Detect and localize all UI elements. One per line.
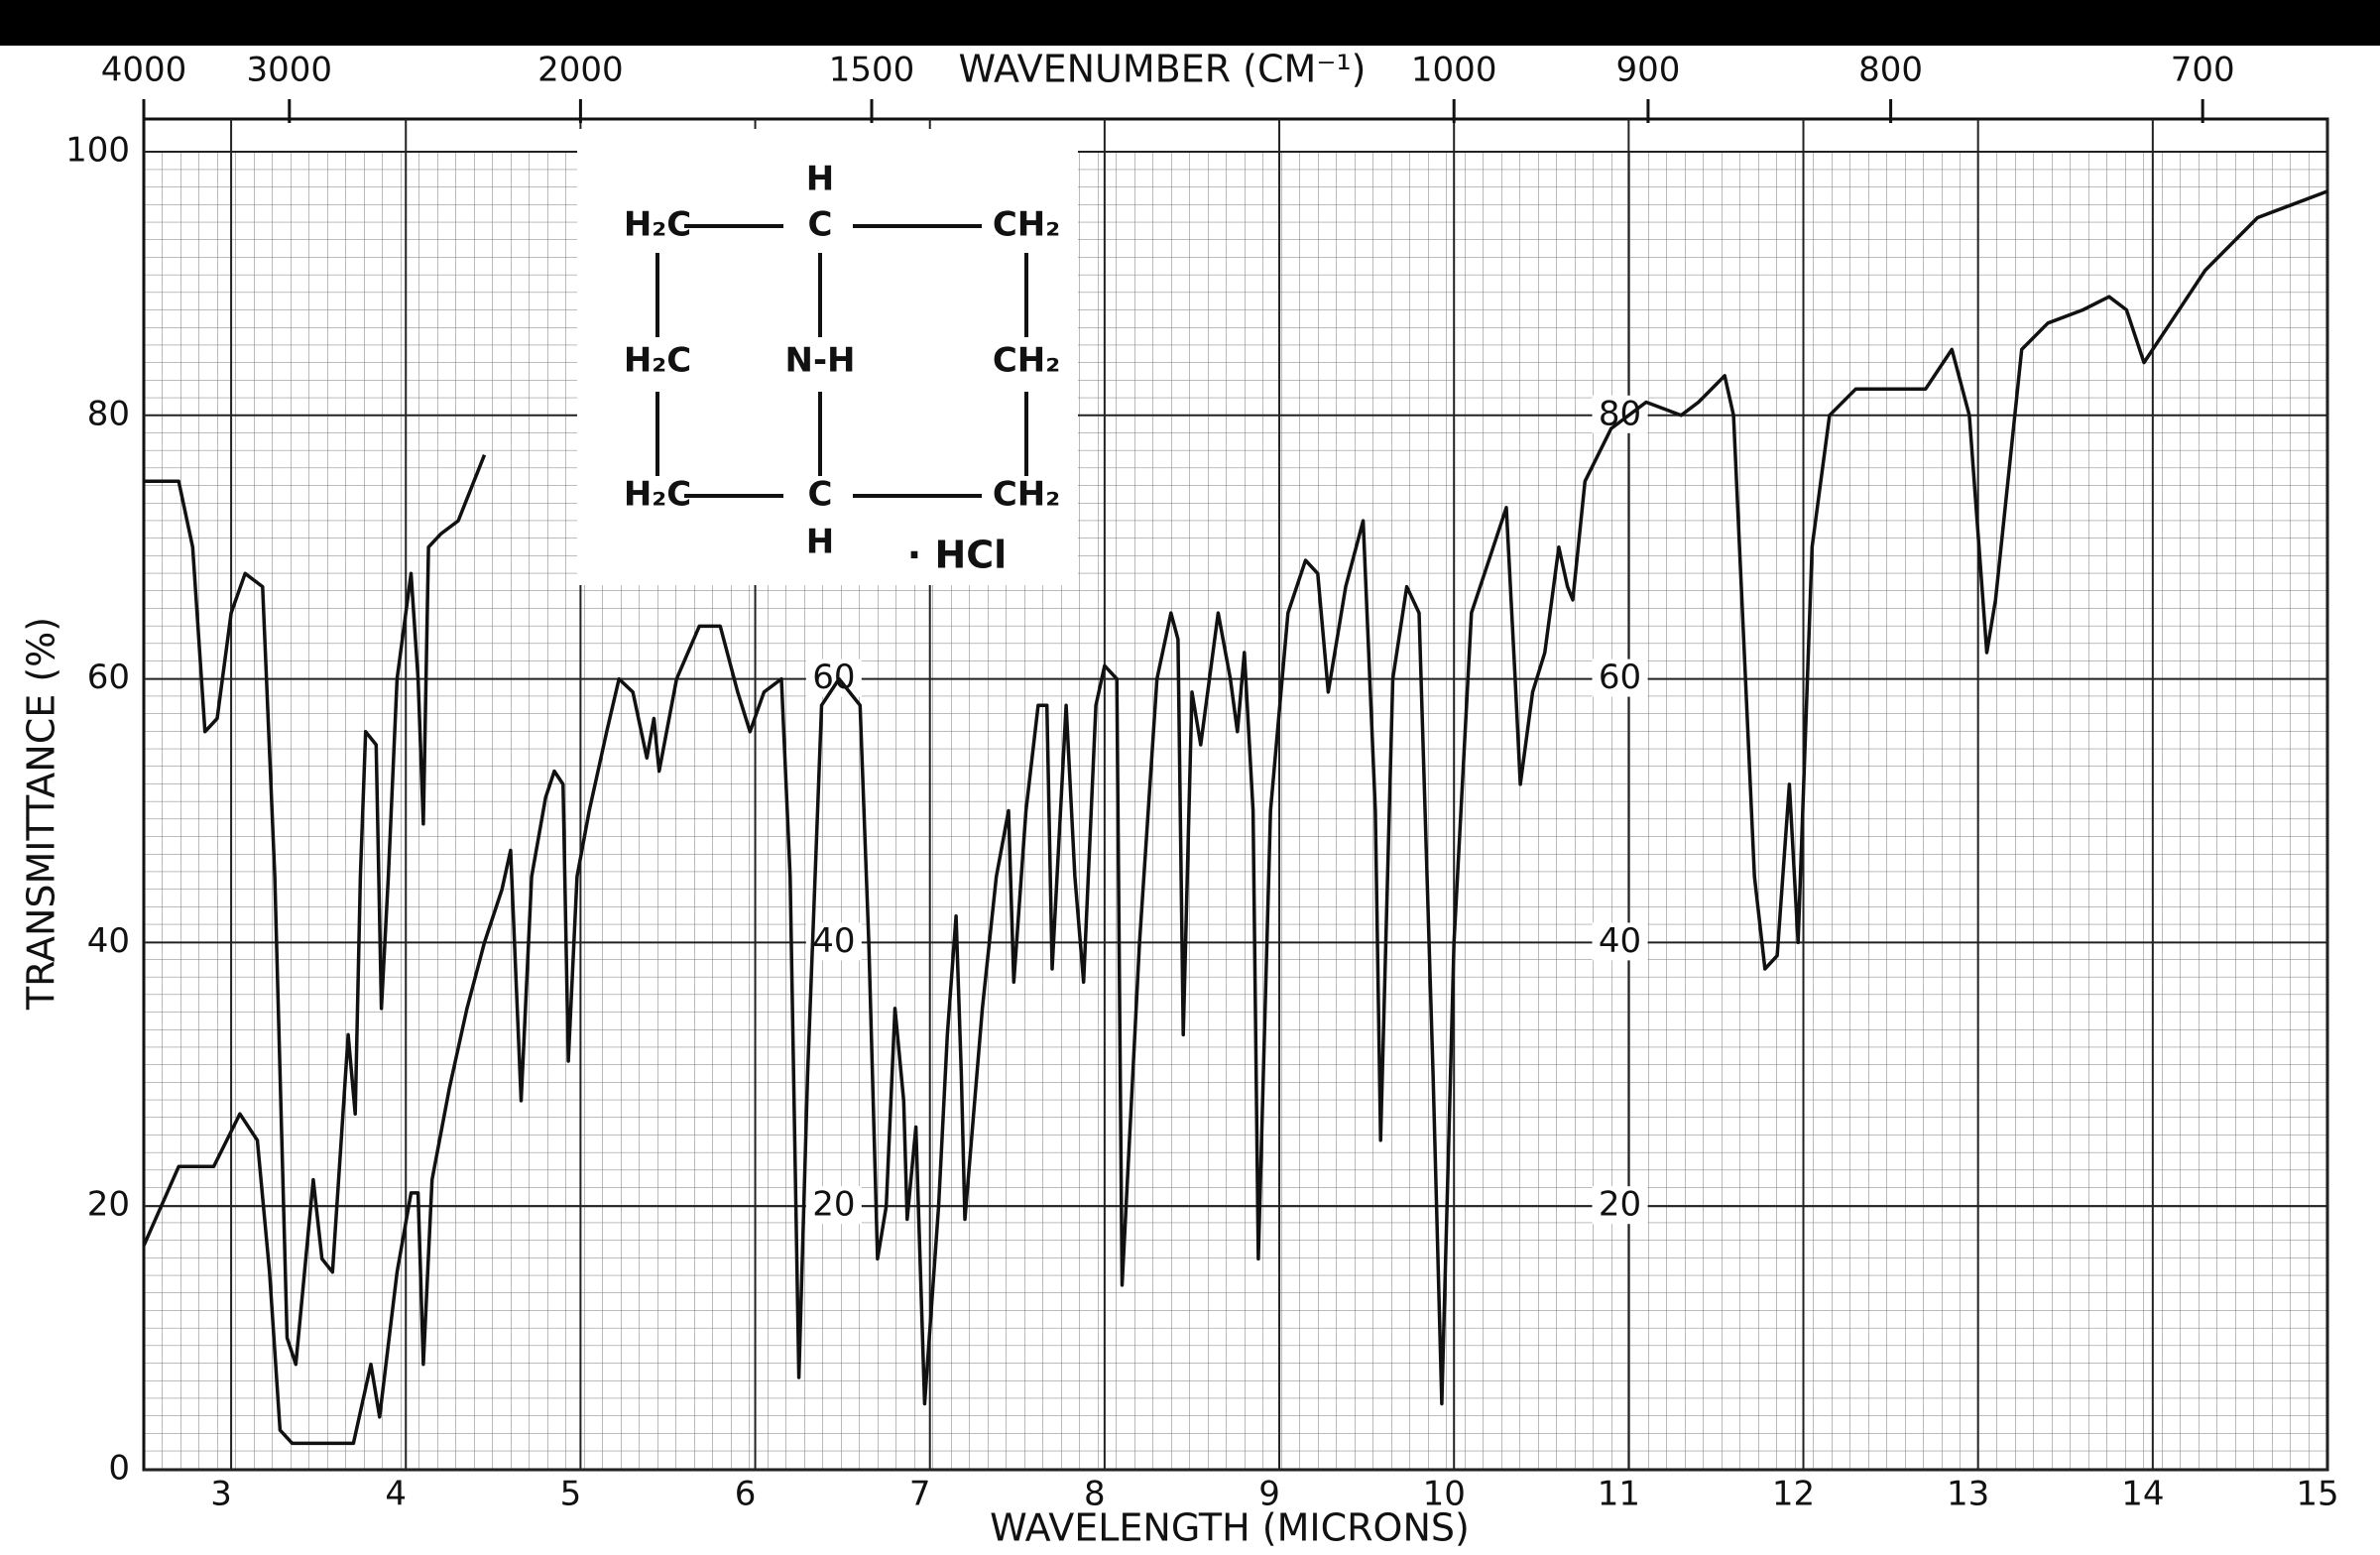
- y-tick-label: 60: [87, 658, 130, 697]
- atom-label: H₂C: [624, 341, 691, 381]
- atom-label: CH₂: [993, 475, 1060, 515]
- atom-label: H: [806, 160, 834, 199]
- x-tick-label: 3: [210, 1475, 232, 1514]
- x2-tick-label: 900: [1615, 51, 1680, 90]
- atom-label: H₂C: [624, 475, 691, 515]
- top-strip: [0, 0, 2380, 46]
- x2-tick-label: 700: [2171, 51, 2235, 90]
- inner-label-bg: [805, 1186, 862, 1225]
- structure-inset: H H₂C C CH₂ H₂C N-H CH₂ H₂C C CH₂ H · HCl: [577, 129, 1078, 585]
- x-tick-label: 6: [735, 1475, 757, 1514]
- x-axis-title: WAVELENGTH (MICRONS): [990, 1506, 1470, 1550]
- x2-tick-label: 1500: [829, 51, 915, 90]
- atom-label: H₂C: [624, 205, 691, 245]
- inner-y-label: 60: [1599, 658, 1641, 697]
- atom-label: CH₂: [993, 341, 1060, 381]
- spectrum-trace: [142, 189, 2328, 1446]
- inner-y-label: 20: [1599, 1185, 1641, 1225]
- x-tick-label: 5: [560, 1475, 582, 1514]
- atom-label: H: [806, 523, 834, 562]
- inner-y-label: 20: [812, 1185, 855, 1225]
- inner-y-label: 40: [1599, 921, 1641, 961]
- inner-y-label: 80: [1599, 394, 1641, 433]
- inset-box: [577, 129, 1078, 585]
- inner-label-bg: [805, 922, 862, 961]
- spectrum-trace: [144, 454, 487, 1367]
- x-tick-label: 7: [909, 1475, 931, 1514]
- y-tick-label: 80: [87, 394, 130, 433]
- x-tick-label: 8: [1084, 1475, 1106, 1514]
- x2-axis-title: WAVENUMBER (CM⁻¹): [959, 48, 1367, 91]
- y-tick-label: 40: [87, 921, 130, 961]
- graph-paper: [144, 152, 2327, 1470]
- inner-y-label: 40: [812, 921, 855, 961]
- atom-label: CH₂: [993, 205, 1060, 245]
- x-tick-label: 13: [1947, 1475, 1989, 1514]
- atom-label: N-H: [784, 341, 855, 381]
- x-tick-label: 4: [385, 1475, 407, 1514]
- x2-tick-label: 1000: [1411, 51, 1497, 90]
- x-tick-label: 11: [1598, 1475, 1640, 1514]
- atom-label: C: [808, 205, 833, 245]
- inner-label-bg: [1592, 1186, 1648, 1225]
- y-axis-title: TRANSMITTANCE (%): [20, 617, 63, 1011]
- salt-label: · HCl: [907, 534, 1007, 577]
- y-tick-label: 20: [87, 1185, 130, 1225]
- x2-tick-label: 800: [1858, 51, 1923, 90]
- inner-label-bg: [805, 658, 862, 697]
- inner-label-bg: [1592, 658, 1648, 697]
- y-tick-label: 0: [108, 1449, 130, 1489]
- x2-tick-label: 3000: [247, 51, 333, 90]
- x2-tick-label: 2000: [537, 51, 624, 90]
- y-tick-label: 100: [65, 131, 130, 171]
- x-tick-label: 10: [1423, 1475, 1466, 1514]
- x-tick-label: 15: [2296, 1475, 2338, 1514]
- x-tick-label: 14: [2121, 1475, 2164, 1514]
- bonds: [655, 224, 1028, 498]
- atom-label: C: [808, 475, 833, 515]
- inner-label-bg: [1592, 395, 1648, 433]
- x2-tick-label: 4000: [101, 51, 187, 90]
- inner-label-bg: [1592, 922, 1648, 961]
- x-tick-label: 9: [1258, 1475, 1280, 1514]
- x-tick-label: 12: [1772, 1475, 1815, 1514]
